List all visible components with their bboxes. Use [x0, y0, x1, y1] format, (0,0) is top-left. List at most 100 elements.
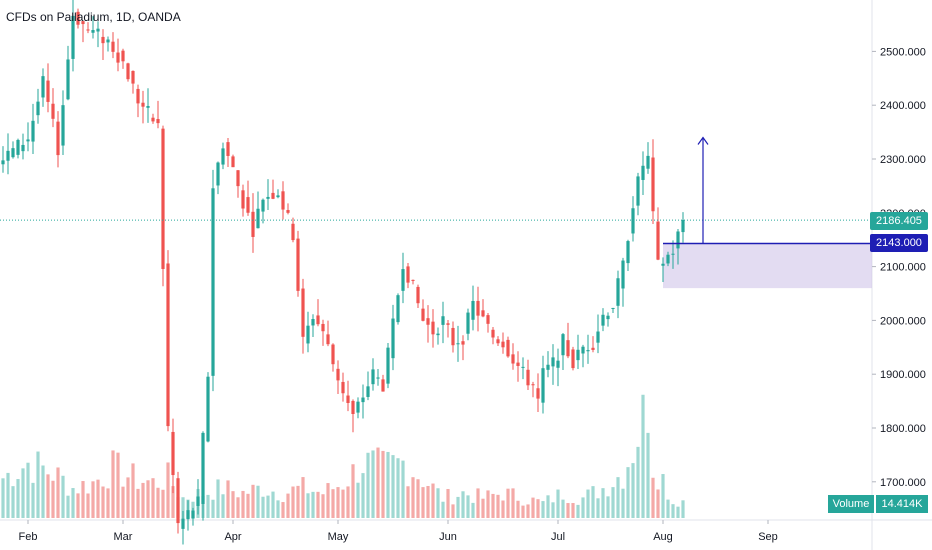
volume-bar — [571, 503, 575, 518]
candle-body — [101, 36, 105, 44]
candle-body — [611, 307, 615, 309]
candle-body — [371, 369, 375, 385]
candle-body — [556, 360, 560, 368]
volume-bar — [136, 488, 140, 518]
candle-body — [541, 368, 545, 403]
candle-body — [21, 144, 25, 152]
volume-bar — [321, 494, 325, 518]
candle-body — [426, 318, 430, 325]
x-tick-label: Jul — [551, 531, 565, 543]
volume-bar — [411, 477, 415, 518]
candle-body — [416, 286, 420, 304]
candle-body — [131, 70, 135, 84]
candle-body — [56, 121, 60, 156]
candle-body — [176, 478, 180, 524]
candle-body — [156, 119, 160, 124]
volume-bar — [601, 488, 605, 518]
volume-bar — [126, 477, 130, 518]
candle-body — [346, 395, 350, 403]
volume-bar — [661, 474, 665, 518]
candle-body — [321, 323, 325, 332]
x-tick-label: Apr — [224, 531, 241, 543]
candle-body — [626, 241, 630, 264]
volume-bar — [591, 486, 595, 518]
candle-body — [316, 315, 320, 325]
candle-body — [396, 295, 400, 323]
candle-body — [11, 148, 15, 158]
candle-body — [661, 263, 665, 266]
candle-body — [306, 325, 310, 344]
volume-bar — [251, 484, 255, 518]
volume-bar — [46, 474, 50, 518]
volume-bar — [151, 478, 155, 518]
volume-bar — [146, 480, 150, 518]
candle-body — [576, 349, 580, 361]
candle-body — [221, 148, 225, 165]
volume-bar — [576, 504, 580, 518]
volume-bar — [311, 491, 315, 518]
candle-body — [181, 518, 185, 529]
volume-bar — [426, 485, 430, 518]
volume-bar — [656, 489, 660, 518]
candle-body — [411, 279, 415, 281]
volume-bar — [566, 503, 570, 518]
candle-body — [641, 165, 645, 180]
x-tick-label: Sep — [758, 531, 778, 543]
candle-body — [296, 238, 300, 291]
candle-body — [441, 316, 445, 325]
candle-body — [496, 339, 500, 344]
volume-bar — [546, 495, 550, 518]
volume-bar — [381, 450, 385, 518]
candle-body — [291, 223, 295, 241]
volume-bar — [461, 491, 465, 518]
candle-body — [121, 50, 125, 62]
volume-bar — [21, 468, 25, 518]
volume-bar — [286, 493, 290, 518]
volume-bar — [31, 482, 35, 518]
candle-body — [106, 39, 110, 43]
volume-bar — [26, 462, 30, 518]
candle-body — [381, 379, 385, 392]
volume-bar — [446, 488, 450, 518]
volume-bar — [51, 480, 55, 518]
candle-body — [206, 376, 210, 442]
candle-body — [656, 221, 660, 260]
candle-body — [211, 188, 215, 376]
x-tick-label: Jun — [439, 531, 457, 543]
candle-body — [96, 28, 100, 32]
candle-body — [621, 260, 625, 289]
y-tick-label: 2300.000 — [880, 154, 926, 166]
volume-bar — [506, 488, 510, 518]
candle-body — [81, 21, 85, 25]
volume-bar — [671, 504, 675, 518]
volume-bar — [456, 496, 460, 518]
candle-body — [466, 312, 470, 334]
volume-bar — [106, 488, 110, 518]
candle-body — [111, 41, 115, 52]
candle-body — [36, 101, 40, 116]
candle-body — [276, 195, 280, 198]
candle-body — [286, 210, 290, 213]
candle-body — [266, 196, 270, 199]
volume-bar — [486, 490, 490, 518]
volume-bar — [86, 493, 90, 518]
volume-bar — [156, 487, 160, 518]
volume-bar — [466, 495, 470, 518]
candle-body — [676, 231, 680, 249]
volume-bar — [531, 497, 535, 518]
candle-body — [271, 192, 275, 199]
candle-body — [6, 150, 10, 161]
y-tick-label: 2500.000 — [880, 46, 926, 58]
volume-bar — [166, 462, 170, 518]
volume-bar — [121, 486, 125, 518]
volume-bar — [181, 497, 185, 518]
candle-body — [326, 334, 330, 345]
candle-body — [166, 263, 170, 427]
volume-title: Volume — [828, 495, 874, 513]
candle-body — [521, 366, 525, 368]
volume-bar — [496, 494, 500, 518]
volume-bar — [66, 495, 70, 518]
volume-bar — [386, 451, 390, 518]
volume-bar — [621, 488, 625, 518]
